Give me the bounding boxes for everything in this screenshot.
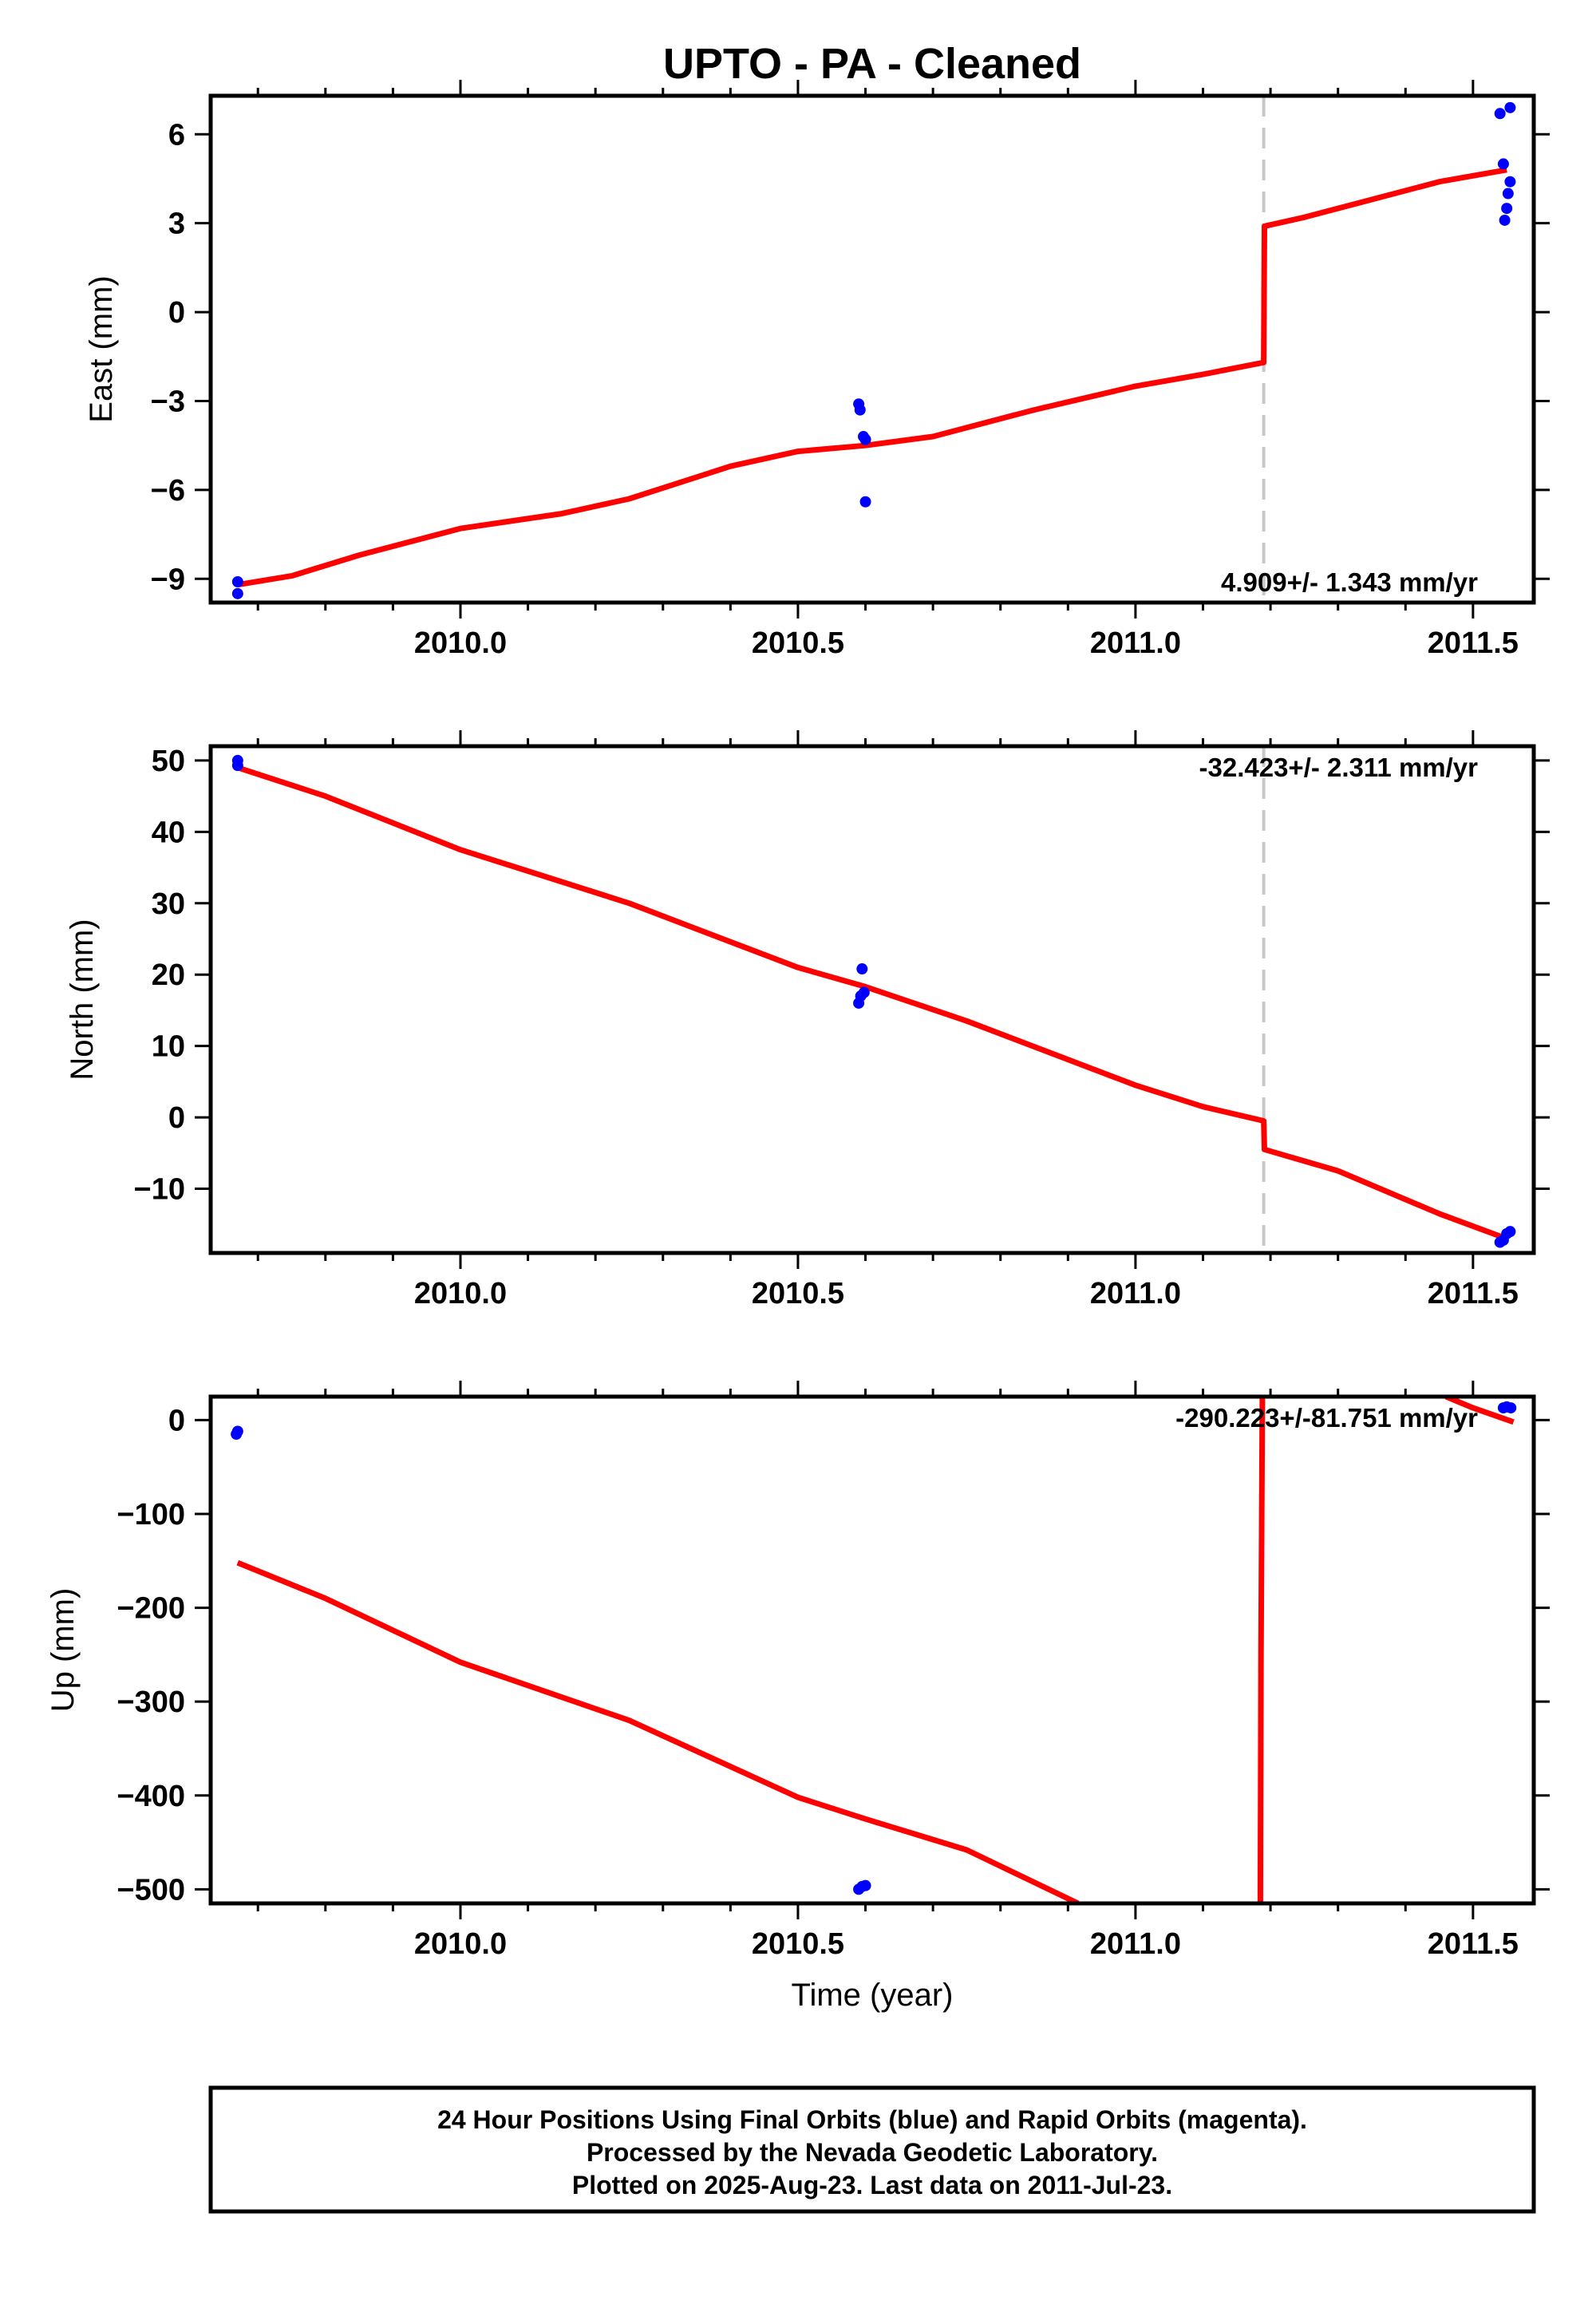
data-point	[859, 1879, 871, 1891]
north-panel: 2010.0 2010.5 2011.0 2011.5 50 40 30 20 10 0 −10 No…	[65, 730, 1550, 1310]
y-tick-label: 30	[152, 887, 185, 921]
y-tick-label: 6	[168, 118, 185, 152]
x-tick-label: 2010.0	[414, 1277, 507, 1310]
data-point	[1505, 1402, 1517, 1414]
east-panel: 2010.0 2010.5 2011.0 2011.5 6 3 0 −3 −6 −9 East (m…	[84, 80, 1550, 660]
y-tick-label: −200	[117, 1592, 185, 1626]
data-point	[231, 760, 243, 772]
y-tick-label: 50	[152, 745, 185, 778]
footer-box	[208, 2085, 1536, 2214]
y-tick-label: 0	[168, 296, 185, 330]
x-tick-label: 2011.5	[1428, 626, 1519, 660]
data-point	[231, 587, 243, 599]
data-point	[859, 496, 871, 508]
footer-line-1: 24 Hour Positions Using Final Orbits (bl…	[437, 2105, 1307, 2134]
data-point	[231, 576, 243, 588]
data-point	[859, 433, 871, 445]
data-point	[856, 963, 868, 975]
y-tick-label: −3	[151, 385, 185, 418]
x-tick-label: 2010.5	[752, 1277, 844, 1310]
plot-frame	[208, 1394, 1536, 1906]
data-point	[1504, 176, 1516, 188]
y-tick-label: 40	[152, 816, 185, 849]
plot-frame	[208, 93, 1536, 605]
x-tick-label: 2011.0	[1090, 626, 1181, 660]
x-tick-label: 2011.0	[1090, 1277, 1181, 1310]
data-point	[858, 986, 870, 998]
y-tick-label: −100	[117, 1498, 185, 1531]
x-tick-label: 2010.0	[414, 1927, 507, 1961]
model-line	[236, 1559, 1080, 1903]
data-point	[1501, 203, 1513, 215]
y-tick-label: 10	[152, 1030, 185, 1064]
plot-frame	[208, 744, 1536, 1255]
model-line	[236, 765, 1508, 1242]
rate-label: -290.223+/-81.751 mm/yr	[1175, 1403, 1478, 1433]
y-tick-label: −6	[151, 474, 185, 508]
y-tick-label: 0	[168, 1101, 185, 1135]
x-tick-label: 2011.5	[1428, 1277, 1519, 1310]
data-point	[1504, 1226, 1516, 1238]
y-tick-label: −10	[134, 1173, 185, 1207]
x-tick-label: 2010.0	[414, 626, 507, 660]
y-tick-label: 20	[152, 958, 185, 992]
x-tick-label: 2010.5	[752, 1927, 844, 1961]
y-tick-label: −9	[151, 563, 185, 596]
rate-label: -32.423+/- 2.311 mm/yr	[1199, 753, 1479, 782]
rate-label: 4.909+/- 1.343 mm/yr	[1221, 567, 1478, 597]
chart-title: UPTO - PA - Cleaned	[663, 40, 1081, 88]
model-line-segment	[1444, 1397, 1515, 1425]
y-tick-label: −300	[117, 1686, 185, 1719]
plot-area	[231, 96, 1516, 603]
y-axis-label: East (mm)	[84, 275, 119, 422]
data-point	[231, 1429, 243, 1441]
data-point	[1497, 158, 1509, 170]
data-point	[1499, 214, 1511, 226]
data-point	[1502, 188, 1514, 200]
data-point	[854, 404, 866, 416]
x-axis-label: Time (year)	[792, 1978, 954, 2013]
model-line-segment	[1257, 1397, 1266, 1903]
y-tick-label: −400	[117, 1780, 185, 1813]
y-tick-label: 3	[168, 207, 185, 241]
plot-area	[231, 746, 1516, 1253]
footer-line-3: Plotted on 2025-Aug-23. Last data on 201…	[572, 2171, 1172, 2199]
data-point	[1504, 101, 1516, 113]
y-axis-label: Up (mm)	[45, 1588, 81, 1713]
plot-area	[231, 1397, 1517, 1903]
y-tick-label: −500	[117, 1873, 185, 1907]
footer-line-2: Processed by the Nevada Geodetic Laborat…	[587, 2138, 1158, 2167]
data-point	[1494, 108, 1506, 120]
x-tick-label: 2010.5	[752, 626, 844, 660]
model-line	[237, 167, 1507, 588]
up-panel: 2010.0 2010.5 2011.0 2011.5 0 −100 −200 −300 −40…	[45, 1381, 1550, 1961]
y-tick-label: 0	[168, 1404, 185, 1437]
x-tick-label: 2011.0	[1090, 1927, 1181, 1961]
x-tick-label: 2011.5	[1428, 1927, 1519, 1961]
y-axis-label: North (mm)	[65, 919, 100, 1080]
